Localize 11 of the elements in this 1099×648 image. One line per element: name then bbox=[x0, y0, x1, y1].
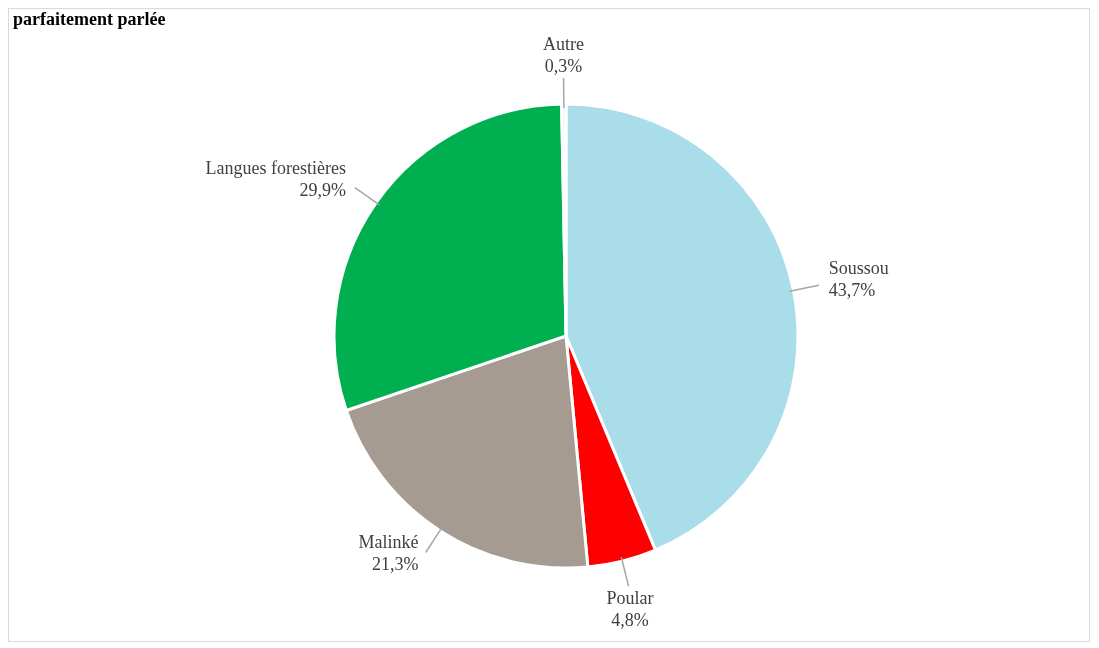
slice-label: Autre bbox=[543, 34, 585, 55]
slice-label: Poular bbox=[606, 588, 654, 609]
data-label: 29,9% bbox=[299, 180, 347, 201]
data-label: 4,8% bbox=[611, 610, 649, 631]
slice-label: Langues forestières bbox=[205, 158, 347, 179]
data-label: 0,3% bbox=[544, 56, 583, 77]
slice-label: Malinké bbox=[358, 531, 419, 552]
chart-title: parfaitement parlée bbox=[13, 9, 166, 30]
slice-label: Soussou bbox=[828, 258, 889, 279]
data-label: 43,7% bbox=[828, 280, 876, 301]
data-label: 21,3% bbox=[371, 553, 419, 574]
